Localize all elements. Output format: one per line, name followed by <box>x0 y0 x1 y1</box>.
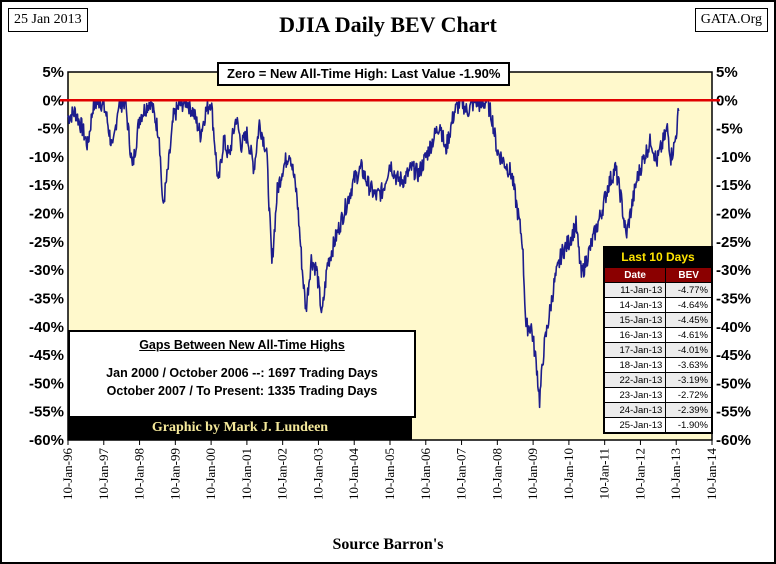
ytick-right: -45% <box>716 347 751 364</box>
row-bev: -2.72% <box>665 387 712 403</box>
ytick-right: -5% <box>716 121 743 138</box>
x-tick-label: 10-Jan-11 <box>597 448 612 500</box>
ytick-right: -10% <box>716 149 751 166</box>
gaps-title: Gaps Between New All-Time Highs <box>139 338 345 352</box>
x-tick-label: 10-Jan-99 <box>167 448 182 500</box>
x-axis: 10-Jan-96 10-Jan-97 10-Jan-98 10-Jan-99 10-J… <box>60 440 719 500</box>
row-bev: -4.45% <box>665 312 712 328</box>
last-10-days-title: Last 10 Days <box>604 247 712 267</box>
ytick-left: -15% <box>29 177 64 194</box>
ytick-left: -30% <box>29 262 64 279</box>
ytick-left: -35% <box>29 290 64 307</box>
y-axis-left: 5% 0% -5% -10% -15% -20% -25% -30% -35% -40% -45% -… <box>29 64 64 449</box>
row-bev: -4.61% <box>665 327 712 343</box>
row-date: 11-Jan-13 <box>603 282 667 298</box>
ytick-right: -25% <box>716 234 751 251</box>
row-bev: -1.90% <box>665 417 712 433</box>
ytick-right: -15% <box>716 177 751 194</box>
row-date: 18-Jan-13 <box>603 357 667 373</box>
ytick-left: -55% <box>29 404 64 421</box>
row-date: 14-Jan-13 <box>603 297 667 313</box>
ytick-right: -35% <box>716 290 751 307</box>
ytick-left: 5% <box>42 64 64 81</box>
ytick-left: -60% <box>29 432 64 449</box>
table-row: 16-Jan-13 -4.61% <box>603 327 712 343</box>
source-label: Source Barron's <box>332 536 444 553</box>
x-tick-label: 10-Jan-08 <box>489 448 504 500</box>
row-bev: -3.19% <box>665 372 712 388</box>
x-tick-label: 10-Jan-12 <box>632 448 647 500</box>
series-line <box>67 99 680 409</box>
table-row: 25-Jan-13 -1.90% <box>603 417 712 433</box>
ytick-right: -40% <box>716 319 751 336</box>
x-tick-label: 10-Jan-04 <box>346 448 361 500</box>
x-tick-label: 10-Jan-05 <box>382 448 397 500</box>
table-row: 24-Jan-13 -2.39% <box>603 402 712 418</box>
row-bev: -3.63% <box>665 357 712 373</box>
ytick-left: -40% <box>29 319 64 336</box>
ytick-right: -20% <box>716 206 751 223</box>
row-bev: -4.64% <box>665 297 712 313</box>
last-10-days-table: Last 10 Days Date BEV 11-Jan-13 -4.77% 14-… <box>603 246 713 434</box>
table-row: 18-Jan-13 -3.63% <box>603 357 712 373</box>
ytick-right: 5% <box>716 64 738 81</box>
ytick-left: -10% <box>29 149 64 166</box>
x-tick-label: 10-Jan-10 <box>561 448 576 500</box>
col-date-header: Date <box>603 267 667 283</box>
ytick-left: -20% <box>29 206 64 223</box>
ytick-right: -60% <box>716 432 751 449</box>
row-bev: -4.01% <box>665 342 712 358</box>
annotation-box: Zero = New All-Time High: Last Value -1.… <box>217 62 511 86</box>
x-tick-label: 10-Jan-97 <box>96 448 111 500</box>
col-bev-header: BEV <box>665 267 712 283</box>
x-tick-label: 10-Jan-96 <box>60 448 75 500</box>
ytick-right: -30% <box>716 262 751 279</box>
chart-title: DJIA Daily BEV Chart <box>279 12 497 37</box>
table-row: 14-Jan-13 -4.64% <box>603 297 712 313</box>
ytick-left: -45% <box>29 347 64 364</box>
x-tick-label: 10-Jan-03 <box>310 448 325 500</box>
x-tick-label: 10-Jan-01 <box>239 448 254 500</box>
row-date: 25-Jan-13 <box>603 417 667 433</box>
gaps-line-1: Jan 2000 / October 2006 --: 1697 Trading… <box>106 366 378 380</box>
row-date: 22-Jan-13 <box>603 372 667 388</box>
credit-banner: Graphic by Mark J. Lundeen <box>68 416 412 440</box>
x-tick-label: 10-Jan-00 <box>203 448 218 500</box>
table-row: 23-Jan-13 -2.72% <box>603 387 712 403</box>
x-tick-label: 10-Jan-98 <box>132 448 147 500</box>
ytick-left: 0% <box>42 92 64 109</box>
gaps-box: Gaps Between New All-Time Highs Jan 2000… <box>68 330 416 418</box>
x-tick-label: 10-Jan-09 <box>525 448 540 500</box>
table-row: 15-Jan-13 -4.45% <box>603 312 712 328</box>
ytick-right: -50% <box>716 375 751 392</box>
ytick-left: -5% <box>37 121 64 138</box>
date-label: 25 Jan 2013 <box>8 8 88 32</box>
x-tick-label: 10-Jan-13 <box>668 448 683 500</box>
x-tick-label: 10-Jan-14 <box>704 448 719 500</box>
table-row: 17-Jan-13 -4.01% <box>603 342 712 358</box>
gaps-line-2: October 2007 / To Present: 1335 Trading … <box>106 384 378 398</box>
row-date: 23-Jan-13 <box>603 387 667 403</box>
row-date: 15-Jan-13 <box>603 312 667 328</box>
row-date: 16-Jan-13 <box>603 327 667 343</box>
x-tick-label: 10-Jan-07 <box>454 448 469 500</box>
row-bev: -4.77% <box>665 282 712 298</box>
y-axis-right: 5% 0% -5% -10% -15% -20% -25% -30% -35% -40% -45% -… <box>716 64 751 449</box>
table-row: 22-Jan-13 -3.19% <box>603 372 712 388</box>
ytick-right: 0% <box>716 92 738 109</box>
source-site-label: GATA.Org <box>694 8 768 32</box>
ytick-left: -25% <box>29 234 64 251</box>
ytick-right: -55% <box>716 404 751 421</box>
x-tick-label: 10-Jan-06 <box>418 448 433 500</box>
row-bev: -2.39% <box>665 402 712 418</box>
row-date: 17-Jan-13 <box>603 342 667 358</box>
table-row: 11-Jan-13 -4.77% <box>603 282 712 298</box>
row-date: 24-Jan-13 <box>603 402 667 418</box>
x-tick-label: 10-Jan-02 <box>275 448 290 500</box>
ytick-left: -50% <box>29 375 64 392</box>
